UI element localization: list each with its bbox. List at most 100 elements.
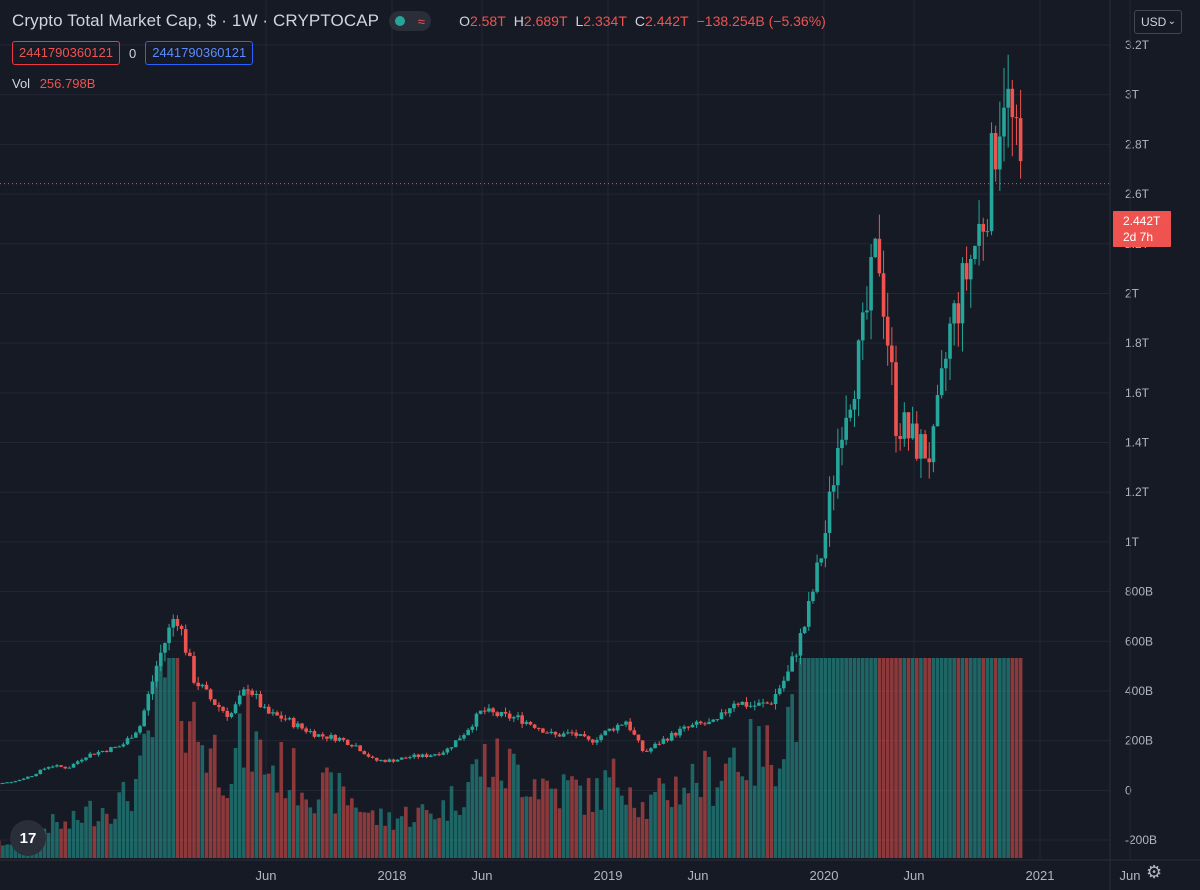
volume-bar — [420, 804, 425, 858]
candle-body — [34, 774, 38, 777]
candle-body — [428, 755, 433, 758]
volume-bar — [715, 787, 720, 858]
candle-body — [217, 704, 221, 708]
candle-body — [512, 717, 516, 719]
volume-bar — [956, 658, 961, 858]
current-price: 2.442T — [1123, 214, 1161, 228]
candle-body — [42, 768, 47, 770]
volume-bar — [237, 713, 242, 858]
volume-bar — [138, 755, 142, 858]
ohlc-item: C2.442T — [635, 13, 689, 29]
ohlc-item: L2.334T — [576, 13, 627, 29]
volume-bar — [474, 759, 479, 858]
candle-body — [674, 732, 678, 736]
ohlc-value: 2.58T — [469, 13, 506, 29]
volume-bar — [744, 780, 749, 858]
volume-bar — [404, 806, 408, 858]
candle-body — [782, 680, 786, 689]
bar-countdown: 2d 7h — [1123, 230, 1154, 244]
candle-body — [55, 765, 59, 767]
volume-bar — [831, 658, 836, 858]
volume-bar — [811, 658, 815, 858]
y-tick-label: 2.8T — [1125, 137, 1150, 151]
volume-bar — [491, 776, 495, 858]
candle-body — [441, 752, 446, 755]
value-input-right[interactable]: 2441790360121 — [145, 41, 254, 65]
candle-body — [661, 738, 666, 744]
volume-bar — [960, 658, 965, 858]
volume-bar — [208, 748, 213, 858]
candle-body — [129, 737, 134, 739]
candle-body — [968, 259, 973, 280]
volume-bar — [923, 658, 927, 858]
volume-bar — [885, 658, 890, 858]
candle-body — [366, 754, 371, 757]
candle-body — [653, 743, 657, 749]
volume-bar — [229, 783, 234, 858]
value-input-left[interactable]: 2441790360121 — [12, 41, 120, 65]
candle-body — [121, 744, 126, 747]
candle-body — [1018, 118, 1023, 162]
volume-bar — [566, 780, 570, 858]
ohlc-value: 2.442T — [645, 13, 689, 29]
tradingview-logo-icon[interactable]: 17 — [10, 820, 46, 856]
volume-bar — [428, 813, 433, 858]
candle-body — [96, 751, 101, 755]
wave-icon: ≈ — [417, 13, 425, 29]
volume-value: 256.798B — [39, 76, 96, 91]
candle-body — [167, 627, 171, 644]
candle-body — [603, 730, 608, 736]
candle-body — [595, 739, 599, 743]
candle-body — [192, 656, 196, 683]
volume-bar — [325, 767, 329, 858]
gear-icon[interactable]: ⚙ — [1146, 862, 1163, 882]
volume-bar — [503, 788, 508, 858]
volume-bar — [59, 828, 63, 858]
currency-select[interactable]: USD ⌄ — [1134, 10, 1182, 34]
volume-bar — [894, 658, 898, 858]
candle-body — [898, 435, 902, 439]
volume-bar — [690, 763, 695, 858]
chart-header: Crypto Total Market Cap, $ · 1W · CRYPTO… — [12, 9, 826, 33]
candle-body — [258, 693, 263, 708]
candle-body — [777, 688, 782, 695]
candle-body — [686, 726, 691, 728]
volume-bar — [736, 771, 740, 858]
volume-bar — [308, 807, 313, 858]
y-tick-label: 1.4T — [1125, 436, 1150, 450]
volume-bar — [603, 770, 608, 858]
volume-bar — [441, 800, 446, 858]
candle-body — [150, 681, 155, 695]
candle-body — [316, 734, 321, 737]
candle-body — [952, 303, 956, 324]
candle-body — [865, 310, 869, 313]
candle-body — [877, 238, 882, 274]
candle-body — [179, 625, 184, 630]
candle-body — [21, 778, 26, 780]
volume-bar — [507, 748, 512, 858]
candle-body — [59, 765, 63, 767]
candle-body — [254, 693, 259, 695]
indicator-toggle[interactable]: ≈ — [389, 11, 432, 31]
volume-bar — [615, 787, 620, 858]
candle-body — [545, 732, 549, 734]
volume-bar — [752, 785, 757, 858]
candle-body — [890, 345, 894, 363]
volume-bar — [545, 780, 549, 858]
volume-bar — [678, 804, 682, 858]
volume-bar — [233, 748, 238, 858]
candle-body — [188, 652, 192, 657]
candle-body — [549, 731, 554, 734]
y-tick-label: 3T — [1125, 88, 1140, 102]
candle-body — [586, 736, 591, 740]
y-tick-label: 1T — [1125, 535, 1140, 549]
candle-body — [798, 633, 803, 656]
candle-body — [341, 737, 346, 740]
chevron-down-icon: ⌄ — [1167, 16, 1176, 27]
volume-bar — [794, 741, 799, 858]
volume-bar — [366, 812, 371, 858]
candle-body — [320, 734, 325, 737]
ohlc-value: 2.689T — [523, 13, 568, 29]
volume-bar — [528, 796, 533, 858]
